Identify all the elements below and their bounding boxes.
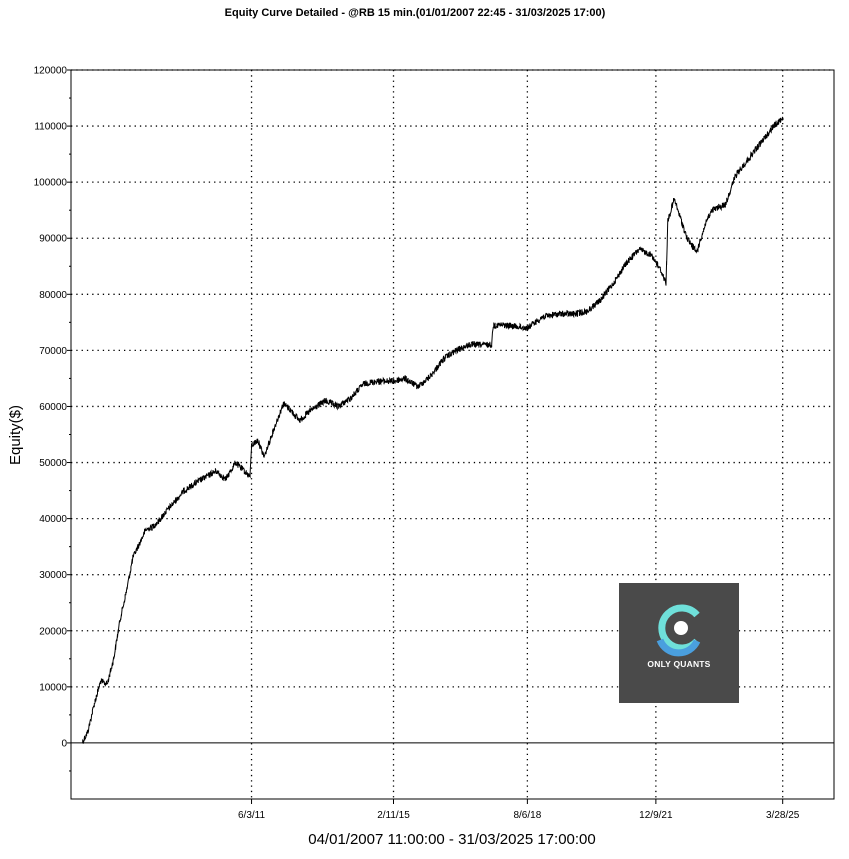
y-tick-label: 0 bbox=[61, 738, 67, 749]
y-axis-ticks: 0 10000 20000 30000 40000 50000 60000 70000 8000… bbox=[34, 66, 71, 772]
y-tick-label: 20000 bbox=[39, 626, 67, 637]
x-tick-label: 3/28/25 bbox=[766, 810, 800, 821]
y-tick-label: 70000 bbox=[39, 346, 67, 357]
y-tick-label: 60000 bbox=[39, 402, 67, 413]
y-tick-label: 30000 bbox=[39, 570, 67, 581]
y-tick-label: 110000 bbox=[34, 122, 67, 133]
only-quants-logo-icon bbox=[656, 604, 701, 657]
x-tick-label: 12/9/21 bbox=[639, 810, 673, 821]
y-axis-label: Equity($) bbox=[7, 405, 24, 465]
watermark-text: ONLY QUANTS bbox=[647, 659, 710, 669]
x-tick-label: 6/3/11 bbox=[238, 810, 265, 821]
y-tick-label: 50000 bbox=[39, 458, 67, 469]
watermark-background bbox=[619, 583, 739, 703]
y-tick-label: 80000 bbox=[39, 290, 67, 301]
x-axis-label: 04/01/2007 11:00:00 - 31/03/2025 17:00:0… bbox=[308, 831, 595, 848]
y-tick-label: 90000 bbox=[39, 234, 67, 245]
x-tick-label: 8/6/18 bbox=[513, 810, 541, 821]
only-quants-watermark: ONLY QUANTS bbox=[619, 583, 739, 703]
y-tick-label: 100000 bbox=[34, 178, 68, 189]
y-tick-label: 40000 bbox=[39, 514, 67, 525]
y-tick-label: 120000 bbox=[34, 66, 68, 77]
x-tick-label: 2/11/15 bbox=[377, 810, 410, 821]
equity-series-line bbox=[81, 116, 784, 744]
x-axis-ticks: 6/3/11 2/11/15 8/6/18 12/9/21 3/28/25 bbox=[238, 799, 800, 821]
chart-title: Equity Curve Detailed - @RB 15 min.(01/0… bbox=[225, 7, 606, 19]
y-tick-label: 10000 bbox=[39, 682, 67, 693]
